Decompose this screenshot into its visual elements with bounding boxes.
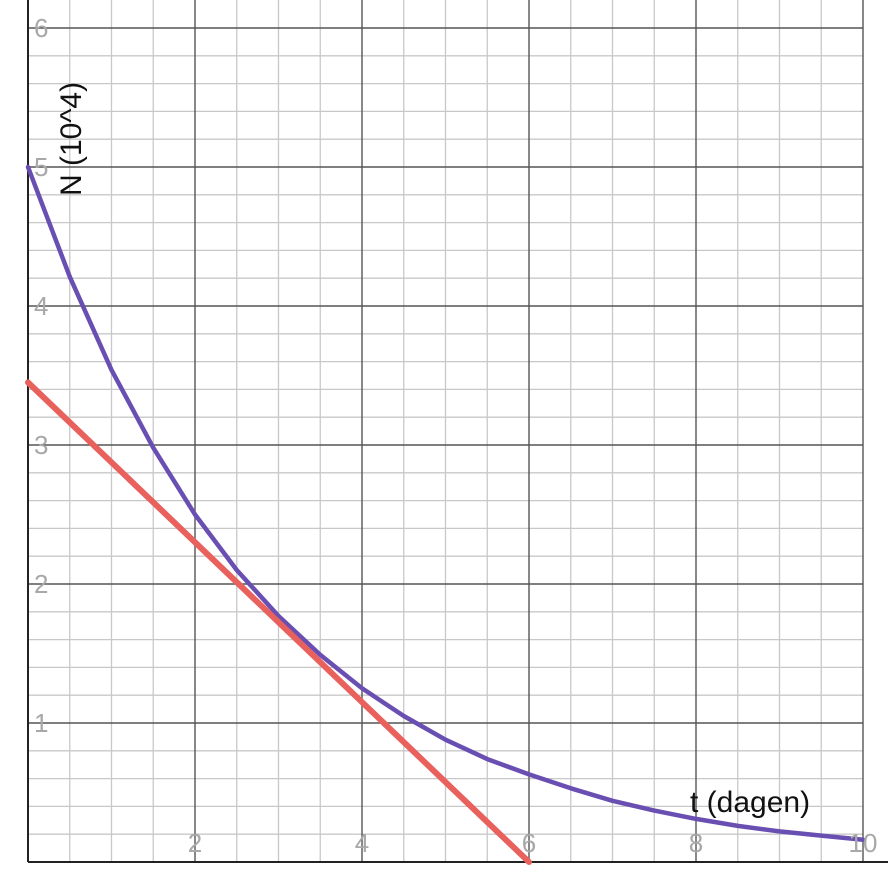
minor-grid: [28, 0, 863, 862]
y-axis-label: N (10^4): [55, 82, 88, 196]
y-tick-label: 1: [34, 708, 48, 738]
y-tick-label: 5: [34, 152, 48, 182]
x-tick-label: 8: [689, 828, 703, 858]
x-tick-label: 4: [355, 828, 369, 858]
x-axis-label: t (dagen): [690, 786, 810, 819]
y-tick-label: 4: [34, 291, 48, 321]
x-tick-label: 10: [849, 828, 878, 858]
series-line-2: [25, 379, 532, 865]
axes: [27, 0, 888, 863]
y-tick-label: 2: [34, 569, 48, 599]
series-layer: [25, 164, 866, 865]
series-line-1: [25, 164, 866, 843]
y-tick-label: 3: [34, 430, 48, 460]
x-tick-labels: 2 4 6 8 10: [188, 828, 878, 858]
major-grid: [28, 0, 864, 862]
x-tick-label: 6: [522, 828, 536, 858]
y-tick-label: 6: [34, 13, 48, 43]
x-tick-label: 2: [188, 828, 202, 858]
y-tick-labels: 1 2 3 4 5 6: [34, 13, 48, 738]
